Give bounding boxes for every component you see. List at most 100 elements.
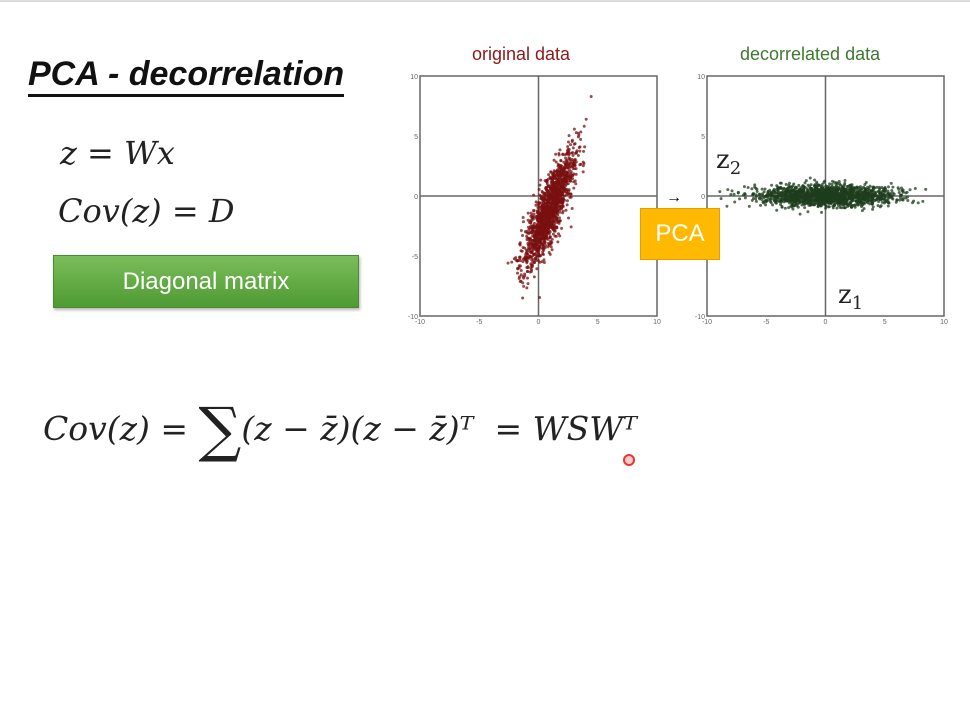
data-point xyxy=(557,220,561,224)
data-point xyxy=(521,216,525,220)
data-point xyxy=(797,200,801,204)
data-point xyxy=(560,172,564,176)
y-tick-label: 0 xyxy=(701,194,705,201)
data-point xyxy=(538,215,542,219)
data-point xyxy=(773,191,777,195)
data-point xyxy=(808,197,812,201)
data-point xyxy=(843,206,847,210)
data-point xyxy=(543,214,547,218)
data-point xyxy=(556,240,560,244)
data-point xyxy=(824,206,828,210)
data-point xyxy=(883,200,887,204)
data-point xyxy=(904,191,908,195)
data-point xyxy=(792,188,796,192)
data-point xyxy=(813,178,817,182)
data-point xyxy=(742,185,746,189)
data-point xyxy=(528,226,532,230)
data-point xyxy=(535,267,539,271)
data-point xyxy=(789,204,793,208)
x-tick-label: -10 xyxy=(702,319,712,326)
data-point xyxy=(820,198,824,202)
data-point xyxy=(559,199,563,203)
data-point xyxy=(548,214,552,218)
data-point xyxy=(517,266,521,270)
data-point xyxy=(549,220,553,224)
data-point xyxy=(865,200,869,204)
data-point xyxy=(534,236,538,240)
data-point xyxy=(877,199,881,203)
data-point xyxy=(534,200,538,204)
data-point xyxy=(530,216,534,220)
data-point xyxy=(560,226,564,230)
data-point xyxy=(544,231,548,235)
y-tick-label: -10 xyxy=(408,314,418,321)
data-point xyxy=(540,260,544,264)
data-point xyxy=(754,199,758,203)
data-point xyxy=(849,202,853,206)
data-point xyxy=(567,192,571,196)
data-point xyxy=(525,231,529,235)
data-point xyxy=(866,188,870,192)
x-tick-label: 10 xyxy=(940,319,948,326)
data-point xyxy=(886,204,890,208)
data-point xyxy=(569,179,573,183)
data-point xyxy=(545,206,549,210)
data-point xyxy=(530,250,534,254)
data-point xyxy=(557,187,561,191)
x-tick-label: 10 xyxy=(653,319,661,326)
data-point xyxy=(553,202,557,206)
data-point xyxy=(870,202,874,206)
data-point xyxy=(838,191,842,195)
data-point xyxy=(870,194,874,198)
data-point xyxy=(578,149,582,153)
data-point xyxy=(555,225,559,229)
data-point xyxy=(572,186,576,190)
data-point xyxy=(876,204,880,208)
data-point xyxy=(556,201,560,205)
data-point xyxy=(901,198,905,202)
data-point xyxy=(848,197,852,201)
data-point xyxy=(545,188,549,192)
data-point xyxy=(547,223,551,227)
data-point xyxy=(541,245,545,249)
data-point xyxy=(551,227,555,231)
data-point xyxy=(559,159,563,163)
data-point xyxy=(567,152,571,156)
data-point xyxy=(576,153,580,157)
data-point xyxy=(572,172,576,176)
data-point xyxy=(541,203,545,207)
data-point xyxy=(572,127,576,131)
data-point xyxy=(848,184,852,188)
data-point xyxy=(553,208,557,212)
data-point xyxy=(566,145,570,149)
data-point xyxy=(781,190,785,194)
data-point xyxy=(769,201,773,205)
data-point xyxy=(524,253,528,257)
data-point xyxy=(857,194,861,198)
data-point xyxy=(887,193,891,197)
data-point xyxy=(764,199,768,203)
data-point xyxy=(777,186,781,190)
data-point xyxy=(794,190,798,194)
data-point xyxy=(560,183,564,187)
data-point xyxy=(582,149,586,153)
data-point xyxy=(781,187,785,191)
data-point xyxy=(556,169,560,173)
data-point xyxy=(801,194,805,198)
data-point xyxy=(570,207,574,211)
data-point xyxy=(835,201,839,205)
data-point xyxy=(552,199,556,203)
data-point xyxy=(552,225,556,229)
data-point xyxy=(758,192,762,196)
data-point xyxy=(531,229,535,233)
data-point xyxy=(523,274,527,278)
data-point xyxy=(912,199,916,203)
data-point xyxy=(549,201,553,205)
data-point xyxy=(553,176,557,180)
data-point xyxy=(566,170,570,174)
data-point xyxy=(546,200,550,204)
data-point xyxy=(564,180,568,184)
data-point xyxy=(751,193,755,197)
data-point xyxy=(826,205,830,209)
data-point xyxy=(828,199,832,203)
